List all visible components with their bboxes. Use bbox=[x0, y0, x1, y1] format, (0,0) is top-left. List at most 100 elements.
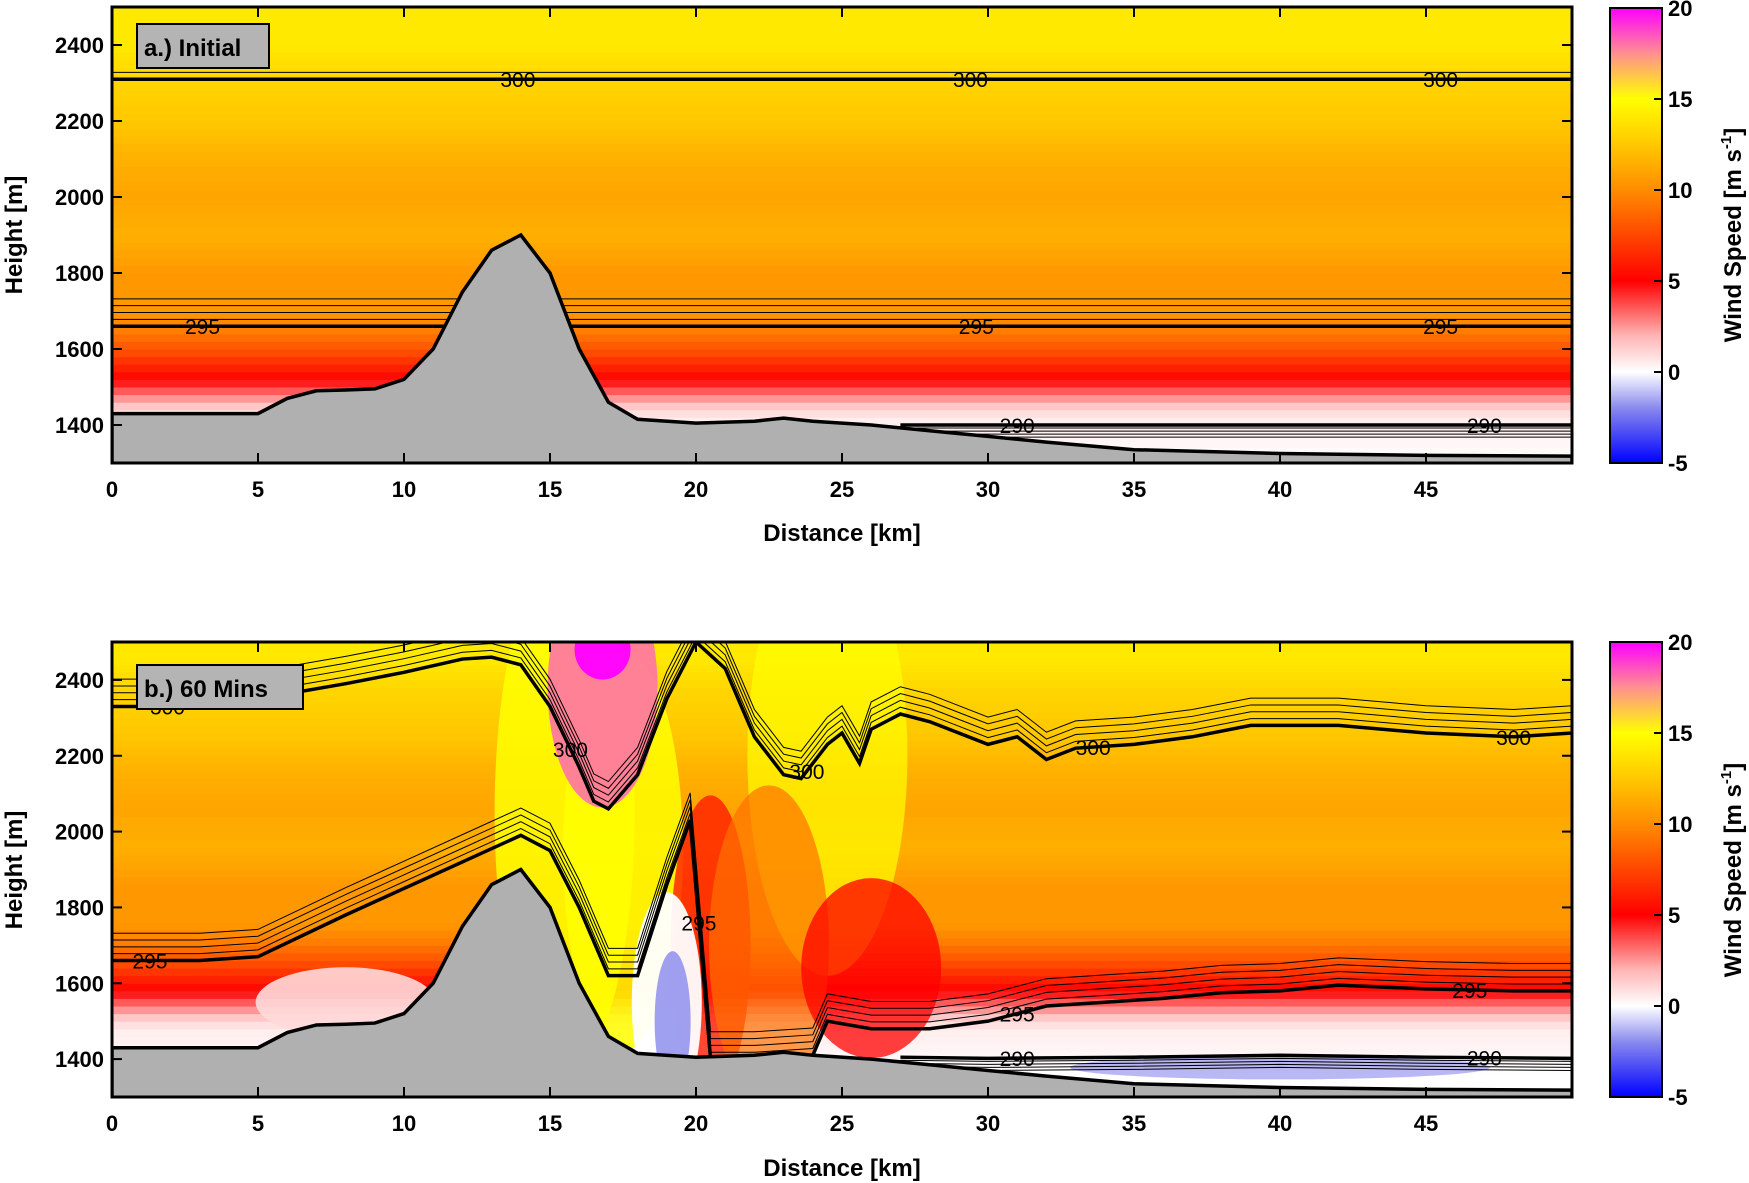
panel-a-y-axis-label: Height [m] bbox=[1, 176, 28, 295]
wind-band bbox=[112, 37, 1572, 46]
wind-band bbox=[112, 311, 1572, 320]
panel-b-colorbar: -5 0 5 10 15 20 Wind Speed [m s-1] bbox=[1609, 630, 1747, 1110]
wind-band bbox=[112, 394, 1572, 403]
colorbar-tick-label: 15 bbox=[1668, 87, 1692, 112]
y-tick-label: 2200 bbox=[55, 109, 104, 134]
wind-band bbox=[112, 364, 1572, 373]
isoline-295 bbox=[112, 806, 1572, 1046]
panel-b-contours bbox=[112, 642, 1572, 1071]
panel-a-colorbar-ticks: -5 0 5 10 15 20 bbox=[1654, 0, 1692, 476]
panel-a-contour-labels: 290 290 295 295 295 300 300 300 bbox=[185, 69, 1502, 438]
contour-label-295: 295 bbox=[959, 316, 994, 339]
wind-band bbox=[112, 151, 1572, 160]
contour-label-290: 290 bbox=[1000, 1048, 1035, 1071]
x-tick-label: 15 bbox=[538, 1111, 562, 1136]
panel-b-contour-labels: 290290295295295295300300300300300 bbox=[132, 696, 1531, 1071]
wind-band bbox=[112, 295, 1572, 304]
colorbar-tick-label: 15 bbox=[1668, 721, 1692, 746]
wind-band bbox=[112, 333, 1572, 342]
wind-band bbox=[112, 52, 1572, 61]
colorbar-tick-label: 20 bbox=[1668, 630, 1692, 655]
wind-band bbox=[112, 121, 1572, 130]
wind-feature-pink bbox=[547, 642, 658, 808]
wind-band bbox=[112, 166, 1572, 175]
contour-label-300: 300 bbox=[1496, 727, 1531, 750]
y-tick-label: 1800 bbox=[55, 895, 104, 920]
panel-b-colorbar-ticks: -5 0 5 10 15 20 bbox=[1654, 630, 1692, 1110]
x-tick-label: 5 bbox=[252, 477, 264, 502]
y-tick-label: 2000 bbox=[55, 185, 104, 210]
wind-band bbox=[112, 409, 1572, 418]
contour-290 bbox=[900, 1053, 1572, 1061]
colorbar-tick-label: 5 bbox=[1668, 903, 1680, 928]
panel-b-plot-area bbox=[112, 642, 1572, 1097]
y-tick-label: 1600 bbox=[55, 337, 104, 362]
wind-band bbox=[112, 288, 1572, 297]
wind-band bbox=[112, 189, 1572, 198]
x-tick-label: 15 bbox=[538, 477, 562, 502]
wind-band bbox=[112, 67, 1572, 76]
isoline-300 bbox=[112, 642, 1572, 803]
wind-band bbox=[112, 14, 1572, 23]
panel-a-x-axis-label: Distance [km] bbox=[763, 520, 920, 547]
wind-band bbox=[112, 273, 1572, 282]
x-tick-label: 25 bbox=[830, 477, 854, 502]
y-tick-label: 2200 bbox=[55, 744, 104, 769]
wind-band bbox=[112, 105, 1572, 114]
wind-band bbox=[112, 29, 1572, 38]
wind-band bbox=[112, 60, 1572, 69]
y-tick-label: 2400 bbox=[55, 33, 104, 58]
panel-b-terrain bbox=[112, 867, 1572, 1097]
x-tick-label: 35 bbox=[1122, 1111, 1146, 1136]
x-tick-label: 10 bbox=[392, 1111, 416, 1136]
contour-label-300: 300 bbox=[789, 761, 824, 784]
x-tick-label: 30 bbox=[976, 477, 1000, 502]
x-tick-label: 40 bbox=[1268, 1111, 1292, 1136]
panel-b-colorbar-scale bbox=[1609, 641, 1663, 1098]
wind-band bbox=[112, 371, 1572, 380]
colorbar-tick-label: 10 bbox=[1668, 178, 1692, 203]
wind-band bbox=[112, 113, 1572, 122]
wind-band bbox=[112, 143, 1572, 152]
wind-band bbox=[112, 387, 1572, 396]
panel-a-terrain bbox=[112, 232, 1572, 463]
wind-band bbox=[112, 219, 1572, 228]
contour-label-295: 295 bbox=[132, 951, 167, 974]
panel-b-label-box bbox=[136, 664, 304, 710]
wind-band bbox=[112, 341, 1572, 350]
wind-band bbox=[112, 227, 1572, 236]
panel-a-colorbar-label: Wind Speed [m s-1] bbox=[1718, 128, 1747, 342]
wind-band bbox=[112, 318, 1572, 327]
wind-band bbox=[112, 280, 1572, 289]
contour-300 bbox=[112, 642, 1572, 812]
wind-band bbox=[112, 22, 1572, 31]
panel-b-label: b.) 60 Mins bbox=[144, 676, 268, 703]
y-tick-label: 1400 bbox=[55, 413, 104, 438]
wind-band bbox=[112, 235, 1572, 244]
wind-band bbox=[112, 356, 1572, 365]
wind-band bbox=[112, 212, 1572, 221]
y-tick-label: 2000 bbox=[55, 820, 104, 845]
wind-band bbox=[112, 128, 1572, 137]
isoline-295 bbox=[112, 799, 1572, 1040]
y-tick-label: 1600 bbox=[55, 971, 104, 996]
wind-feature-orange bbox=[709, 785, 829, 1097]
y-tick-label: 2400 bbox=[55, 668, 104, 693]
wind-band bbox=[112, 45, 1572, 54]
colorbar-tick-label: 0 bbox=[1668, 994, 1680, 1019]
x-tick-label: 45 bbox=[1414, 1111, 1438, 1136]
colorbar-tick-label: 20 bbox=[1668, 0, 1692, 21]
wind-feature-jet-max bbox=[574, 642, 631, 680]
x-tick-label: 10 bbox=[392, 477, 416, 502]
panel-a-label-box bbox=[136, 23, 270, 69]
x-tick-label: 5 bbox=[252, 1111, 264, 1136]
panel-a-colorbar-scale bbox=[1609, 7, 1663, 464]
wind-band bbox=[112, 326, 1572, 335]
panel-a-plot-area bbox=[112, 7, 1572, 463]
x-tick-label: 25 bbox=[830, 1111, 854, 1136]
x-tick-label: 40 bbox=[1268, 477, 1292, 502]
panel-a-y-ticks: 1400 1600 1800 2000 2200 2400 bbox=[55, 33, 1572, 438]
isoline-295 bbox=[112, 792, 1572, 1033]
x-tick-label: 0 bbox=[106, 1111, 118, 1136]
y-tick-label: 1800 bbox=[55, 261, 104, 286]
